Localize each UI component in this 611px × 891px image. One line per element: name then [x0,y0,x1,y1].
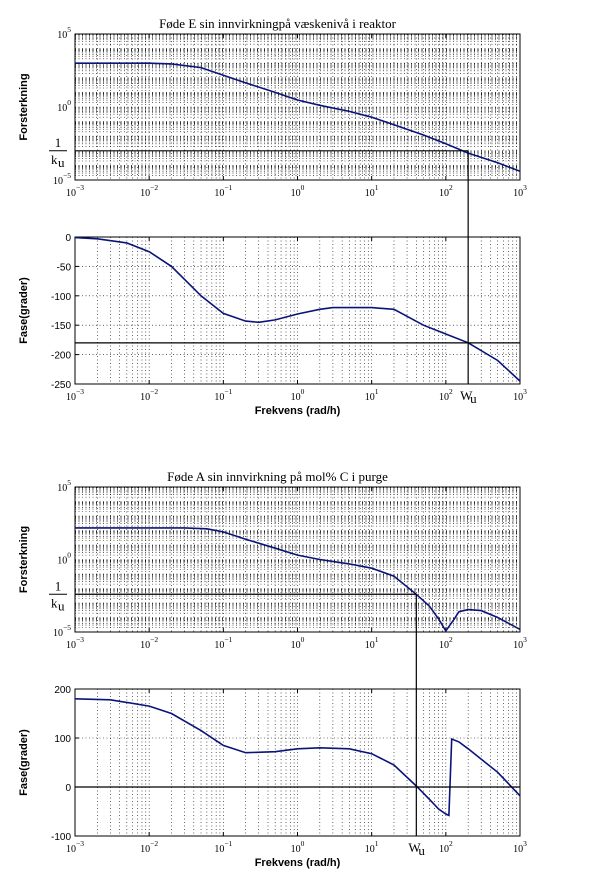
chart-title: Føde A sin innvirkning på mol% C i purge [167,469,388,484]
y-tick-label: 200 [54,685,71,696]
x-axis-label: Frekvens (rad/h) [255,405,341,417]
y-axis-label: Fase(grader) [18,729,30,796]
annotation-wu-subscript: u [418,843,425,858]
x-tick-label: 102 [439,839,453,855]
x-tick-label: 100 [291,387,305,403]
annotation-one: 1 [55,135,62,150]
chart-panel-4: 10−3 10−2 10−1 100 101 102 103 200 100 0 -100 Fase(… [18,594,527,869]
x-tick-label: 103 [513,183,527,199]
x-tick-label: 10−1 [214,635,232,651]
x-tick-label: 10−3 [66,839,84,855]
x-tick-label: 10−2 [140,839,158,855]
x-tick-label: 103 [513,635,527,651]
x-tick-label: 10−2 [140,387,158,403]
chart-panel-3: 10−3 10−2 10−1 100 101 102 103 10−5 100 105 Føde A… [18,469,527,651]
annotation-ku-subscript: u [58,598,65,613]
x-tick-label: 10−1 [214,387,232,403]
x-tick-label: 102 [439,635,453,651]
y-tick-label: -100 [51,832,71,843]
y-axis-label: Forsterkning [18,526,30,593]
response-curve [75,527,521,633]
y-tick-label: 100 [54,734,71,745]
y-tick-label: -250 [51,380,71,391]
chart-panel-2: 10−3 10−2 10−1 100 101 102 103 0 -50 -100 -150 -200… [18,150,527,417]
chart-title: Føde E sin innvirkningpå væskenivå i rea… [159,16,397,31]
annotation-ku: k [51,152,58,167]
annotation-wu: W [408,840,421,855]
annotation-ku-subscript: u [58,155,65,170]
y-tick-label: 100 [57,98,71,114]
x-tick-label: 10−2 [140,635,158,651]
x-tick-label: 103 [513,839,527,855]
x-tick-label: 101 [365,183,379,199]
y-tick-label: 0 [65,783,71,794]
annotation-one: 1 [55,578,62,593]
x-tick-label: 10−3 [66,183,84,199]
annotation-wu-subscript: u [470,391,477,406]
y-tick-label: 100 [57,551,71,567]
response-curve [74,236,521,382]
x-tick-label: 102 [439,387,453,403]
y-tick-label: 0 [65,233,71,244]
y-tick-label: -150 [51,321,71,332]
y-tick-label: 10−5 [53,623,71,639]
chart-panel-1: 10−3 10−2 10−1 100 101 102 103 10−5 100 105 Føde E… [18,16,527,199]
response-curve [74,698,521,817]
x-tick-label: 100 [291,839,305,855]
response-curve [75,62,521,172]
y-tick-label: -200 [51,351,71,362]
x-tick-label: 10−3 [66,387,84,403]
x-tick-label: 102 [439,183,453,199]
y-tick-label: -100 [51,292,71,303]
x-tick-label: 101 [365,635,379,651]
x-tick-label: 101 [365,387,379,403]
annotation-ku: k [51,595,58,610]
x-axis-label: Frekvens (rad/h) [255,857,341,869]
x-tick-label: 103 [513,387,527,403]
x-tick-label: 100 [291,183,305,199]
y-axis-label: Forsterkning [18,73,30,140]
y-tick-label: -50 [57,262,72,273]
y-tick-label: 105 [57,478,71,494]
x-tick-label: 10−1 [214,183,232,199]
x-tick-label: 101 [365,839,379,855]
annotation-wu: W [460,388,473,403]
x-tick-label: 10−3 [66,635,84,651]
x-tick-label: 10−2 [140,183,158,199]
y-tick-label: 10−5 [53,171,71,187]
x-tick-label: 10−1 [214,839,232,855]
y-axis-label: Fase(grader) [18,277,30,344]
x-tick-label: 100 [291,635,305,651]
y-tick-label: 105 [57,25,71,41]
